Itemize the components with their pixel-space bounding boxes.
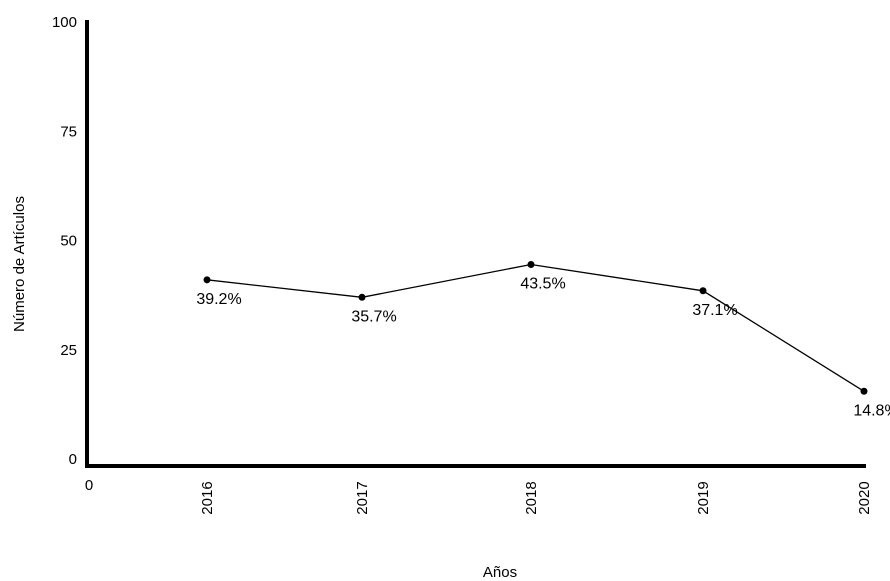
x-tick-label: 2017 [354,481,371,514]
data-label: 39.2% [196,291,241,308]
x-tick-label: 2019 [695,481,712,514]
data-label: 43.5% [520,276,565,293]
x-origin-label: 0 [85,477,93,494]
data-point [699,287,707,295]
data-point [358,293,366,301]
x-tick-label: 2016 [199,481,216,514]
data-label: 14.8% [853,402,890,419]
data-labels: 39.2% 35.7% 43.5% 37.1% 14.8% [196,276,890,420]
x-tick-labels: 2016 2017 2018 2019 2020 [199,481,873,514]
data-points [203,261,868,395]
x-tick-label: 2018 [523,481,540,514]
data-label: 35.7% [351,308,396,325]
y-tick-label: 50 [60,233,77,250]
data-label: 37.1% [692,302,737,319]
y-axis-title: Número de Artículos [11,196,28,332]
x-tick-label: 2020 [856,481,873,514]
data-point [860,387,868,395]
x-axis-title: Años [483,564,517,581]
y-tick-label: 25 [60,342,77,359]
y-tick-labels: 0 25 50 75 100 [52,14,77,468]
y-tick-label: 75 [60,123,77,140]
data-point [203,276,211,284]
y-tick-label: 0 [69,451,77,468]
data-point [527,261,535,269]
y-tick-label: 100 [52,14,77,31]
